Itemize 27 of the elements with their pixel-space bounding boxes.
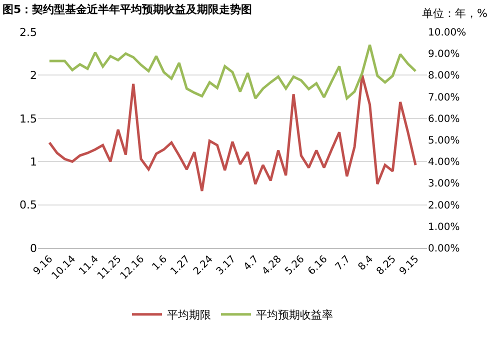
y-tick-label: 1.5 — [20, 112, 37, 126]
legend-label: 平均期限 — [167, 308, 211, 322]
y2-tick-label: 4.00% — [428, 157, 460, 168]
y-tick-label: 2.5 — [20, 26, 37, 39]
x-tick-label: 4.7 — [242, 254, 262, 273]
y-tick-label: 2 — [30, 69, 37, 82]
y2-tick-label: 5.00% — [428, 136, 460, 146]
text: 单位：年，% — [422, 7, 488, 20]
x-tick-label: 1.6 — [150, 254, 170, 273]
line-series — [48, 74, 417, 192]
y-tick-label: 1 — [30, 155, 37, 168]
y2-tick-label: 1.00% — [428, 222, 460, 233]
legend-label: 平均预期收益率 — [256, 308, 333, 322]
y2-tick-label: 9.00% — [428, 49, 460, 60]
y-tick-label: 0.5 — [20, 198, 37, 212]
x-tick-label: 8.4 — [356, 254, 376, 273]
y2-tick-label: 6.00% — [428, 114, 460, 125]
y2-tick-label: 8.00% — [428, 70, 460, 82]
y2-tick-label: 10.00% — [428, 28, 466, 38]
y2-tick-label: 3.00% — [428, 178, 460, 190]
line-series — [48, 44, 417, 100]
chart-title: 图5：契约型基金近半年平均预期收益及期限走势图 — [2, 2, 252, 16]
y-tick-label: 0 — [30, 242, 37, 255]
y2-tick-label: 0.00% — [428, 244, 460, 254]
y2-tick-label: 2.00% — [428, 200, 460, 212]
x-tick-label: 7.7 — [334, 254, 353, 273]
y2-tick-label: 7.00% — [428, 92, 460, 104]
